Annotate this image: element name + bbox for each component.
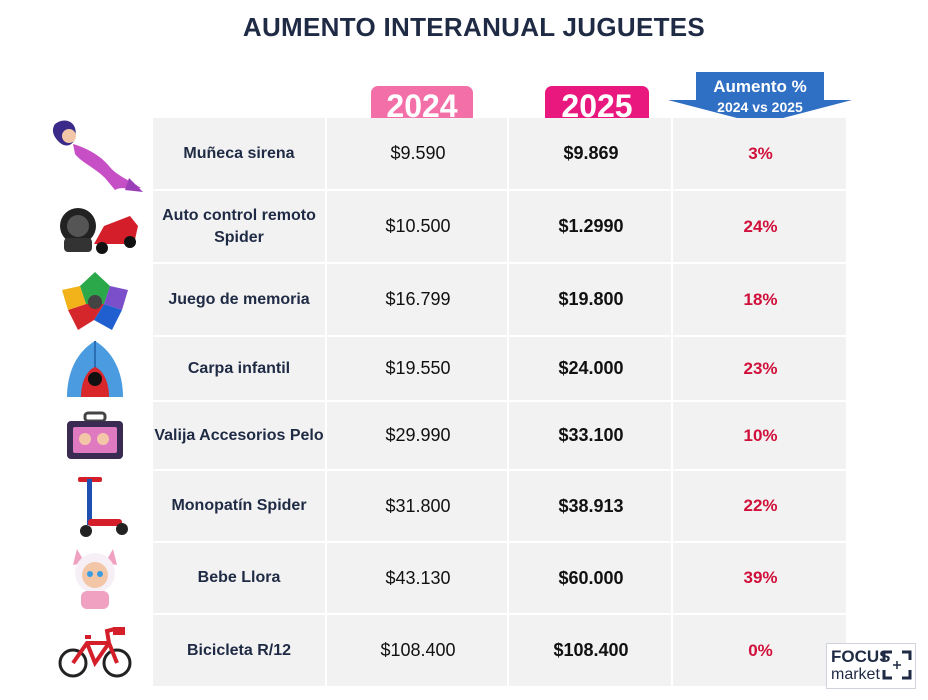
increase-percent: 10%: [671, 402, 848, 469]
increase-header-line1: Aumento %: [713, 77, 807, 96]
toy-name: Juego de memoria: [168, 290, 310, 308]
toy-name: Carpa infantil: [187, 359, 291, 377]
price-2025: $24.000: [507, 337, 673, 400]
mermaid-doll-icon: [40, 116, 150, 194]
bicycle-icon: [40, 616, 150, 686]
table-row: Muñeca sirena $9.590 $9.869 3%: [153, 118, 846, 191]
price-2024: $108.400: [325, 615, 509, 686]
hair-case-icon: [40, 404, 150, 468]
increase-header-line2: 2024 vs 2025: [717, 99, 803, 115]
price-2024: $19.550: [325, 337, 509, 400]
price-2025: $38.913: [507, 471, 673, 541]
kids-tent-icon: [40, 338, 150, 402]
logo-line1: FOCUS: [831, 647, 891, 666]
price-2025: $33.100: [507, 402, 673, 469]
crying-baby-icon: [40, 542, 150, 614]
price-2024: $9.590: [325, 118, 509, 189]
table-row: Bebe Llora $43.130 $60.000 39%: [153, 543, 846, 615]
increase-percent: 22%: [671, 471, 848, 541]
scooter-icon: [40, 470, 150, 542]
focus-market-logo: FOCUS market: [826, 643, 916, 689]
price-2025: $1.2990: [507, 191, 673, 262]
price-2025: $19.800: [507, 264, 673, 335]
price-2025: $108.400: [507, 615, 673, 686]
toy-name: Auto control remoto Spider: [162, 206, 316, 246]
price-table: Muñeca sirena $9.590 $9.869 3% Auto cont…: [153, 118, 846, 686]
toy-name: Bebe Llora: [197, 569, 281, 586]
toy-name: Muñeca sirena: [183, 144, 295, 162]
toy-name: Bicicleta R/12: [186, 641, 292, 659]
page-title: AUMENTO INTERANUAL JUGUETES: [242, 12, 706, 42]
price-2025: $9.869: [507, 118, 673, 189]
toy-name: Valija Accesorios Pelo: [154, 426, 324, 444]
increase-percent: 3%: [671, 118, 848, 189]
down-arrow-icon: [668, 72, 852, 124]
rc-car-icon: [40, 194, 150, 266]
focus-frame-icon: [882, 650, 912, 680]
table-row: Monopatín Spider $31.800 $38.913 22%: [153, 471, 846, 543]
table-row: Carpa infantil $19.550 $24.000 23%: [153, 337, 846, 402]
table-row: Bicicleta R/12 $108.400 $108.400 0%: [153, 615, 846, 686]
price-2024: $43.130: [325, 543, 509, 613]
price-2024: $10.500: [325, 191, 509, 262]
price-2024: $16.799: [325, 264, 509, 335]
increase-percent: 39%: [671, 543, 848, 613]
toy-name: Monopatín Spider: [171, 497, 307, 514]
table-row: Juego de memoria $16.799 $19.800 18%: [153, 264, 846, 337]
increase-percent: 24%: [671, 191, 848, 262]
table-row: Auto control remoto Spider $10.500 $1.29…: [153, 191, 846, 264]
increase-percent: 23%: [671, 337, 848, 400]
logo-line2: market: [831, 666, 880, 683]
increase-percent: 18%: [671, 264, 848, 335]
increase-percent: 0%: [671, 615, 848, 686]
price-2025: $60.000: [507, 543, 673, 613]
price-2024: $31.800: [325, 471, 509, 541]
price-2024: $29.990: [325, 402, 509, 469]
memory-game-icon: [40, 266, 150, 338]
increase-header: Aumento % 2024 vs 2025: [668, 72, 852, 124]
table-row: Valija Accesorios Pelo $29.990 $33.100 1…: [153, 402, 846, 471]
